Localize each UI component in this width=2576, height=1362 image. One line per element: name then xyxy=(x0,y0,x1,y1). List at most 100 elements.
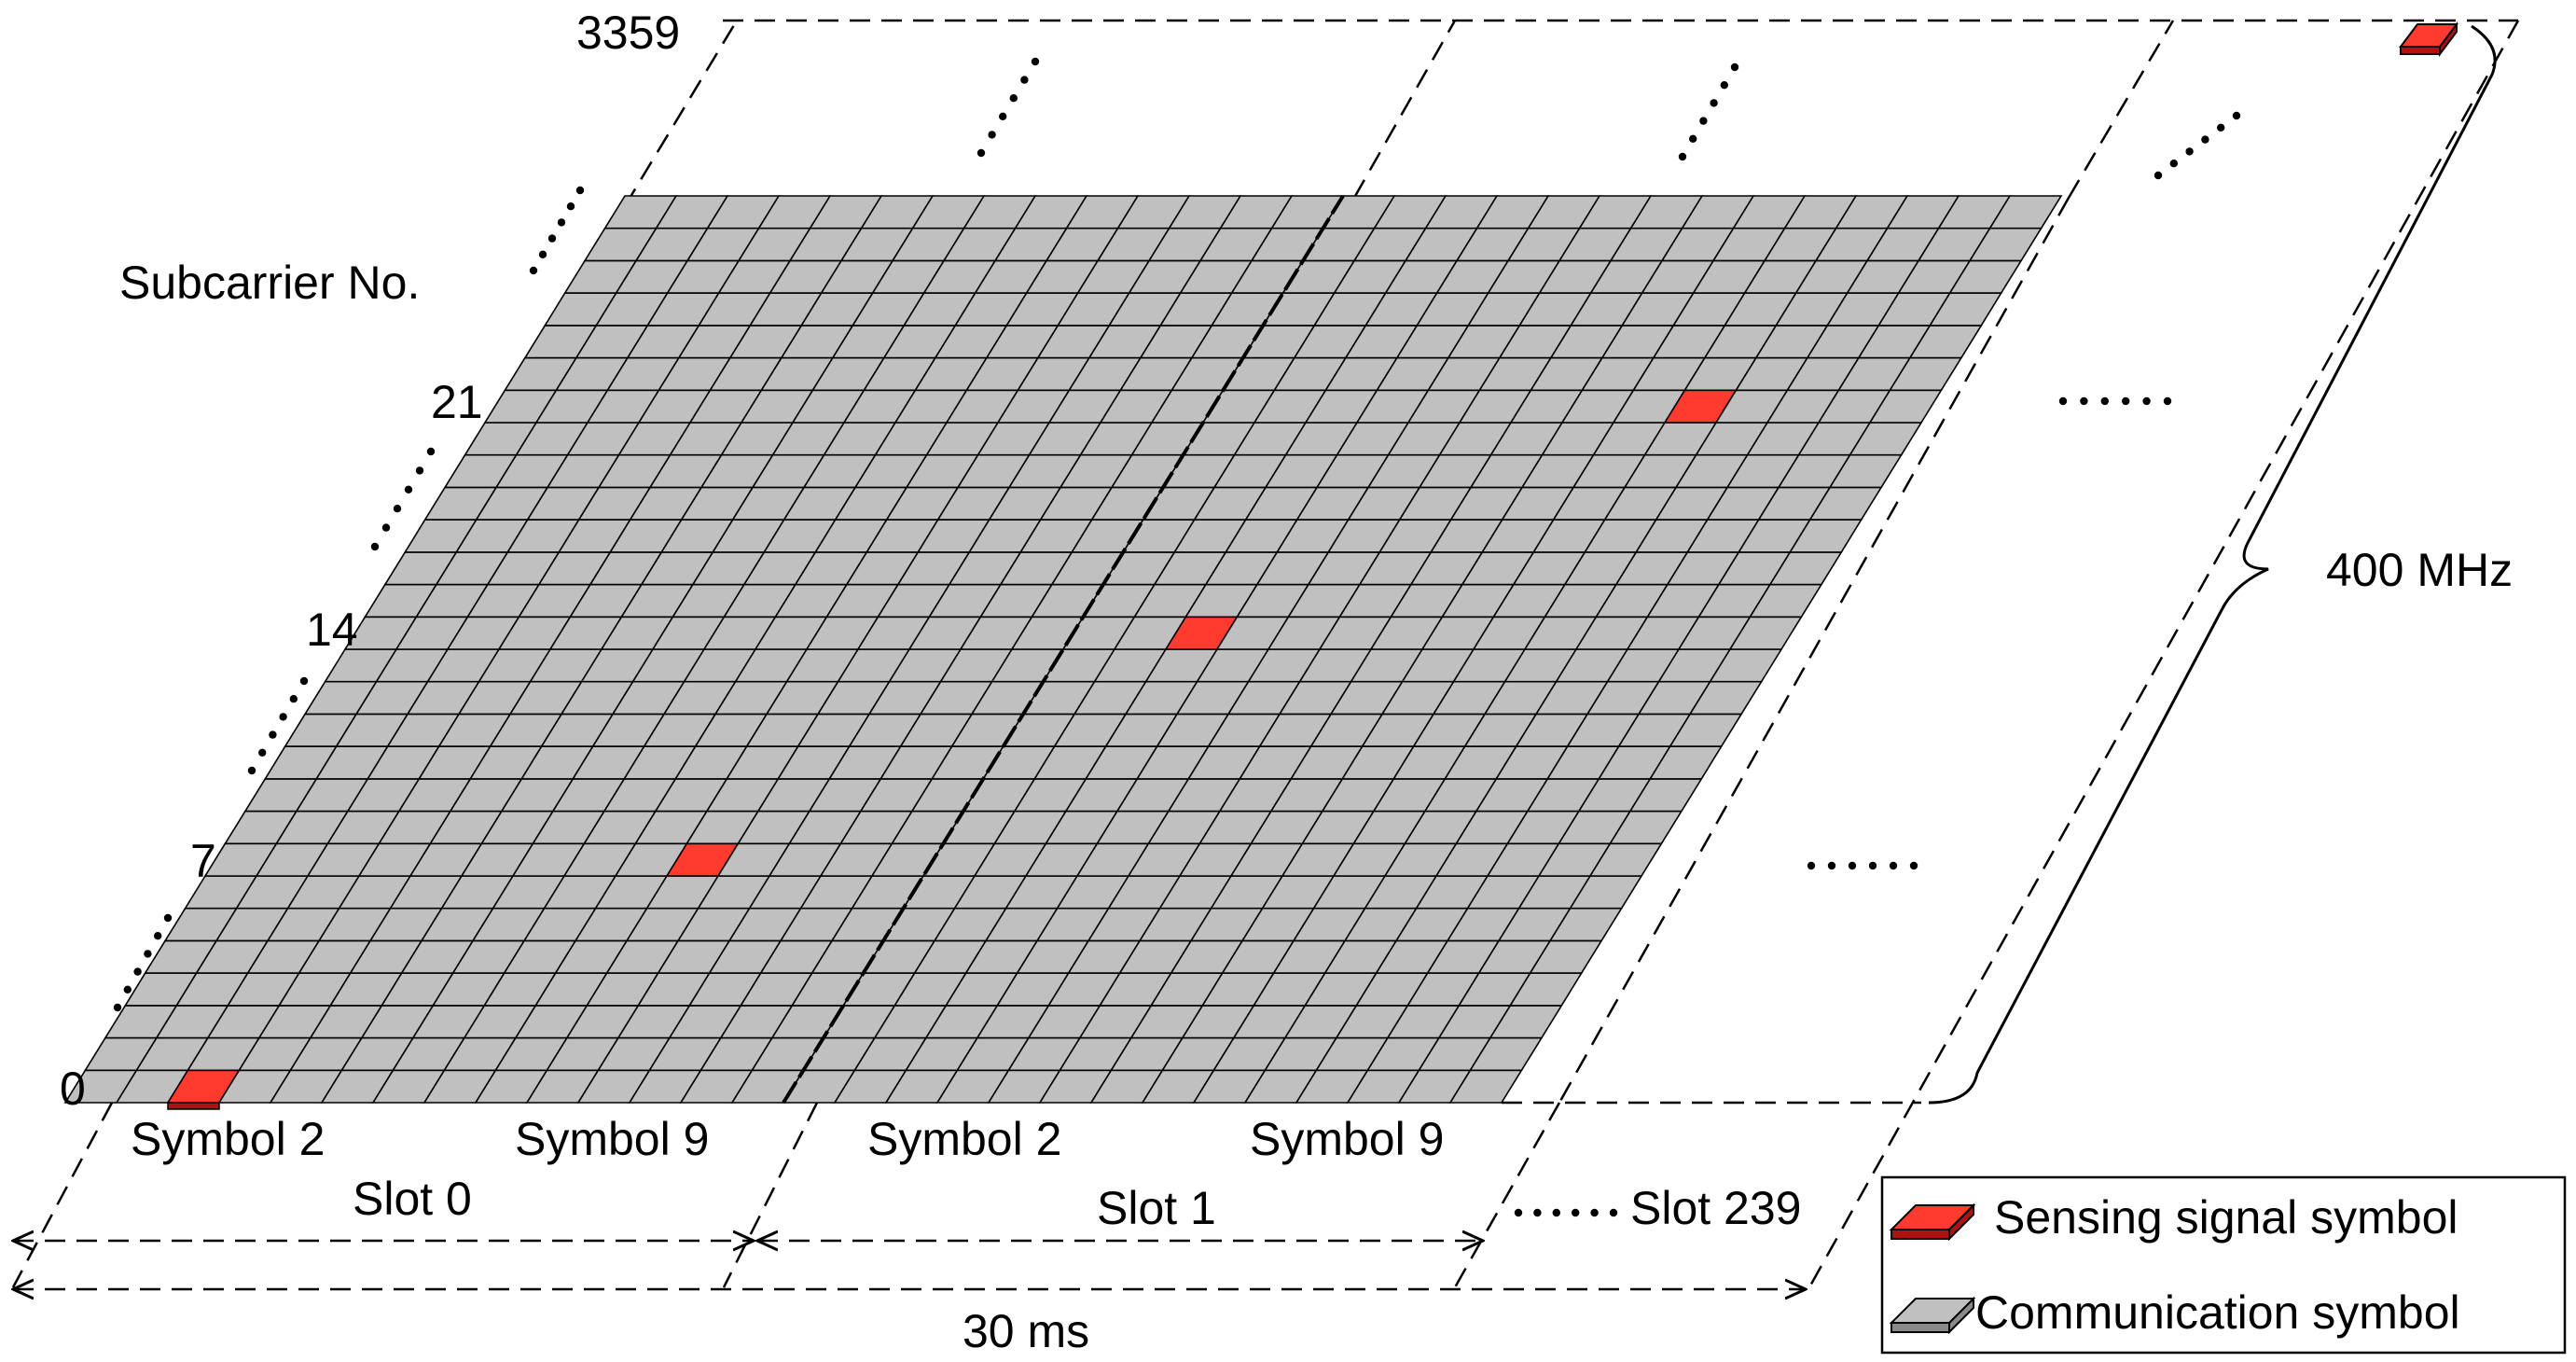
ellipsis-axis-0-7 xyxy=(113,913,173,1012)
ellipsis-dot xyxy=(1020,76,1029,84)
slot1-symbol9-label: Symbol 9 xyxy=(1250,1113,1444,1165)
ellipsis-dot xyxy=(538,250,547,258)
ellipsis-dot xyxy=(258,748,267,757)
subcarrier-tick-21: 21 xyxy=(431,376,483,428)
frame-duration-label: 30 ms xyxy=(963,1305,1089,1357)
legend-communication-label: Communication symbol xyxy=(1975,1286,2460,1339)
box-front-face xyxy=(2400,46,2441,55)
ellipsis-dot xyxy=(1699,117,1708,125)
ellipsis-dot xyxy=(1730,63,1739,72)
ellipsis-dot xyxy=(269,730,277,739)
slot0-label: Slot 0 xyxy=(353,1173,472,1225)
subcarrier-tick-3359: 3359 xyxy=(576,7,680,59)
ellipsis-dot xyxy=(1689,134,1697,143)
ellipsis-dot xyxy=(529,266,538,275)
box-front-face xyxy=(1890,1229,1950,1240)
ellipsis-dot xyxy=(1678,152,1687,161)
ellipsis-dot xyxy=(133,967,142,976)
ellipsis-dot xyxy=(2154,171,2163,180)
subcarrier-tick-7: 7 xyxy=(190,835,216,887)
subcarrier-tick-14: 14 xyxy=(306,604,358,656)
ellipsis-dot xyxy=(1572,1208,1580,1217)
ellipsis-dot xyxy=(144,950,152,958)
ellipsis-upper-slot0 xyxy=(976,57,1040,158)
ellipsis-dot xyxy=(299,676,309,686)
ellipsis-dot xyxy=(557,218,566,227)
ellipsis-dot xyxy=(1031,57,1040,66)
far-sensing-symbol-3359 xyxy=(2399,21,2458,57)
slot0-symbol9-label: Symbol 9 xyxy=(515,1113,709,1165)
left-axis-lower xyxy=(11,1102,114,1288)
ellipsis-dot xyxy=(113,1003,122,1012)
ellipsis-dot xyxy=(154,932,162,940)
ellipsis-dot xyxy=(247,766,256,775)
ellipsis-axis-7-14 xyxy=(247,676,309,775)
legend-sensing-swatch xyxy=(1889,1202,1976,1242)
subcarrier-tick-0: 0 xyxy=(60,1063,86,1115)
ellipsis-dot xyxy=(1590,1208,1599,1217)
ellipsis-dot xyxy=(988,131,996,139)
slot1-boundary-upper xyxy=(1352,20,1457,199)
ellipsis-right-mid xyxy=(2058,396,2172,406)
slot-boundary-line xyxy=(782,194,1345,1105)
ellipsis-dot xyxy=(1889,861,1898,870)
ellipsis-upper-right xyxy=(2154,111,2241,180)
slot1-label: Slot 1 xyxy=(1097,1182,1216,1234)
ellipsis-upper-slot1 xyxy=(1678,63,1739,161)
slot1-symbol2-label: Symbol 2 xyxy=(867,1113,1061,1165)
bandwidth-label: 400 MHz xyxy=(2326,544,2513,596)
box-front-face xyxy=(1890,1322,1950,1333)
box-top-face xyxy=(2399,23,2458,48)
ellipsis-dot xyxy=(1807,861,1816,870)
ellipsis-dot xyxy=(566,202,575,211)
ellipsis-dot xyxy=(2142,396,2151,406)
ellipsis-dot xyxy=(404,485,413,493)
resource-grid xyxy=(63,194,2063,1110)
communication-symbol-cell xyxy=(1988,195,2063,229)
ellipsis-dot xyxy=(1533,1208,1542,1217)
box-top-face xyxy=(1889,1204,1976,1230)
slot239-boundary-mid xyxy=(1558,197,2070,1104)
ellipsis-dot xyxy=(976,148,986,158)
slot0-slot1-boundary-lower xyxy=(722,1102,819,1288)
ellipsis-dot xyxy=(289,695,298,703)
box-top-face xyxy=(1889,1298,1976,1324)
ellipsis-dot xyxy=(393,505,402,513)
ellipsis-dot xyxy=(1909,861,1918,870)
ellipsis-dot xyxy=(2232,111,2241,120)
ellipsis-dot xyxy=(1009,94,1018,103)
subcarrier-axis-title: Subcarrier No. xyxy=(119,257,420,309)
ellipsis-dot xyxy=(123,985,132,994)
ellipsis-dot xyxy=(1720,81,1729,90)
ellipsis-dot xyxy=(1710,99,1718,107)
legend-communication-swatch xyxy=(1889,1296,1976,1335)
ellipsis-dot xyxy=(2122,396,2130,406)
ellipsis-axis-14-21 xyxy=(370,447,436,551)
ellipsis-dot xyxy=(370,542,380,551)
slot1-end-boundary-lower xyxy=(1453,1102,1561,1288)
legend-box xyxy=(1880,1175,2567,1355)
ellipsis-dot xyxy=(1848,861,1857,870)
ellipsis-dot xyxy=(2100,396,2109,406)
ellipsis-dot xyxy=(381,523,391,532)
legend: Sensing signal symbol Communication symb… xyxy=(1880,1175,2567,1355)
ellipsis-dot xyxy=(1868,861,1877,870)
ellipsis-dot xyxy=(1827,861,1836,870)
ellipsis-dot-groups xyxy=(113,57,2241,1217)
ellipsis-dot xyxy=(279,713,287,721)
slot239-label: Slot 239 xyxy=(1630,1182,1801,1234)
sensing-symbol-edge xyxy=(167,1102,220,1110)
ellipsis-slot-gap xyxy=(1514,1208,1618,1217)
ellipsis-dot xyxy=(426,447,436,456)
slot0-symbol2-label: Symbol 2 xyxy=(131,1113,325,1165)
legend-sensing-label: Sensing signal symbol xyxy=(1994,1191,2458,1244)
ellipsis-dot xyxy=(1609,1208,1618,1217)
ellipsis-dot xyxy=(163,913,173,923)
ellipsis-dot xyxy=(2169,160,2178,168)
ellipsis-dot xyxy=(2201,135,2209,144)
ellipsis-dot xyxy=(575,186,585,195)
ellipsis-dot xyxy=(547,234,557,243)
ellipsis-dot xyxy=(999,112,1007,120)
ellipsis-dot xyxy=(1514,1208,1523,1217)
